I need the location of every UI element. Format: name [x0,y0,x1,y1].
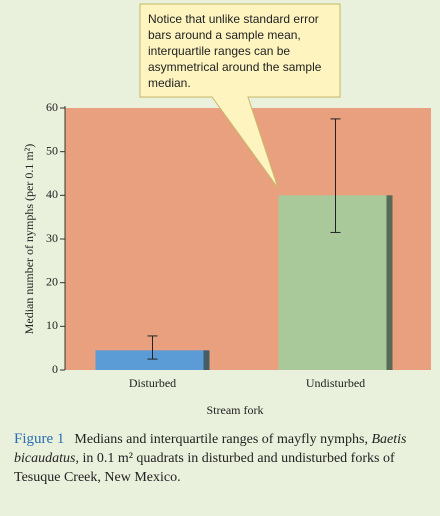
y-tick-label: 10 [46,318,58,332]
caption-text: in 0.1 m² quadrats in disturbed and undi… [14,451,395,485]
x-axis-label: Stream fork [207,403,264,417]
y-tick-label: 60 [46,100,58,114]
caption-text: Medians and interquartile ranges of mayf… [74,432,368,447]
x-tick-label: Undisturbed [306,376,365,390]
y-tick-label: 0 [52,362,58,376]
caption-label: Figure 1 [14,431,65,447]
bar [95,350,210,370]
y-tick-label: 30 [46,231,58,245]
caption: Figure 1 Medians and interquartile ranges… [14,430,430,487]
chart: Stream fork Median number of nymphs (per… [22,3,431,417]
callout [139,3,341,189]
y-tick-label: 50 [46,143,58,157]
annotation-line: Notice that unlike standard error [148,12,319,26]
bar-side [203,350,210,370]
annotation-line: asymmetrical around the sample [148,60,322,74]
annotation-line: bars around a sample mean, [148,28,301,42]
y-tick-label: 40 [46,187,58,201]
bar-side [386,195,393,370]
y-tick-label: 20 [46,274,58,288]
caption-species: Baetis bicaudatus, [14,432,407,466]
x-tick-label: Disturbed [129,376,176,390]
annotation-line: median. [148,76,191,90]
y-axis-label: Median number of nymphs (per 0.1 m²) [22,144,36,335]
annotation-line: interquartile ranges can be [148,44,290,58]
